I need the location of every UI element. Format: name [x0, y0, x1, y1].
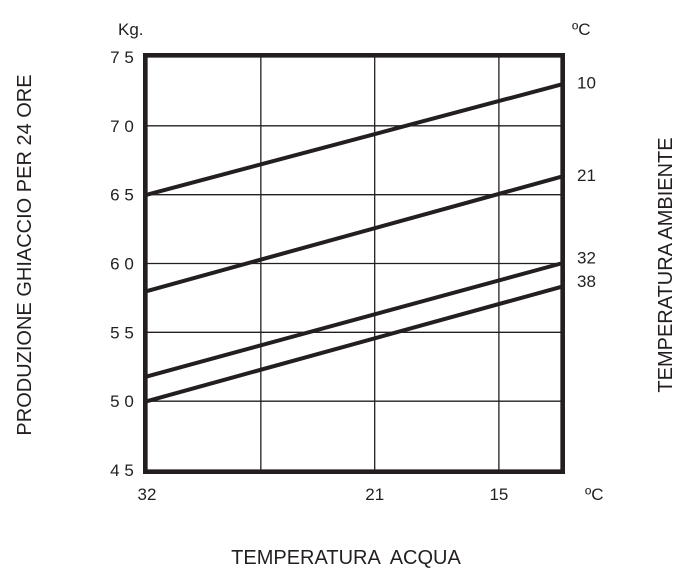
right-axis-title: TEMPERATURA AMBIENTE [655, 137, 677, 392]
x-tick-label: 21 [365, 485, 384, 504]
plot-frame [143, 53, 565, 474]
x-tick-label: 32 [138, 485, 157, 504]
y-tick-label: 7 5 [110, 48, 134, 67]
y-tick-label: 6 5 [110, 186, 134, 205]
y-tick-label: 6 0 [110, 255, 134, 274]
series-labels: 10 21 32 38 [577, 74, 596, 291]
series-label: 32 [577, 249, 596, 268]
x-tick-label: 15 [489, 485, 508, 504]
y-unit-label: Kg. [118, 20, 144, 39]
series-line [146, 284, 562, 404]
series-label: 10 [577, 74, 596, 93]
x-tick-labels: 32 21 15 [138, 485, 509, 504]
series-label: 21 [577, 166, 596, 185]
series-label: 38 [577, 272, 596, 291]
x-axis-title: TEMPERATURA ACQUA [231, 547, 461, 569]
x-unit-label: ºC [585, 485, 604, 504]
y-tick-label: 4 5 [110, 461, 134, 480]
series-line [146, 174, 562, 293]
y-tick-label: 5 0 [110, 392, 134, 411]
series-line [146, 82, 562, 197]
right-unit-label: ºC [572, 20, 591, 39]
y-axis-title: PRODUZIONE GHIACCIO PER 24 ORE [14, 74, 36, 435]
series-line [146, 261, 562, 379]
grid [146, 56, 562, 471]
y-tick-label: 7 0 [110, 117, 134, 136]
series-lines [146, 82, 562, 404]
y-tick-labels: 7 5 7 0 6 5 6 0 5 5 5 0 4 5 [110, 48, 134, 480]
y-tick-label: 5 5 [110, 323, 134, 342]
